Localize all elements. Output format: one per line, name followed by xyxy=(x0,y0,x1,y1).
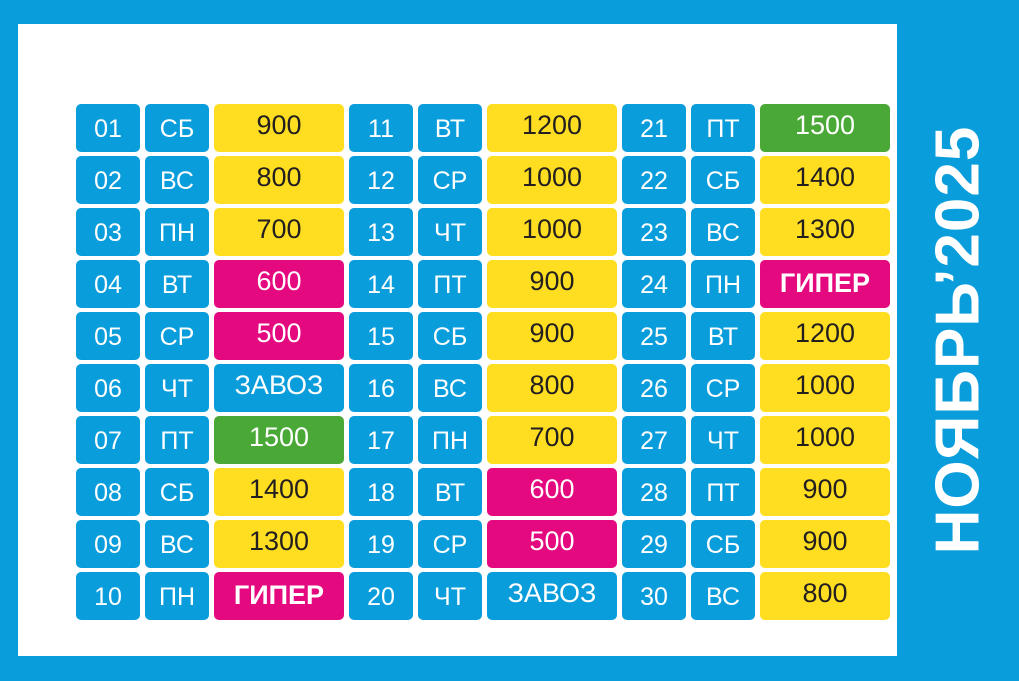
day-number: 15 xyxy=(349,312,413,360)
day-value: 1500 xyxy=(214,416,344,464)
day-number: 18 xyxy=(349,468,413,516)
day-value: 900 xyxy=(760,468,890,516)
day-number: 30 xyxy=(622,572,686,620)
day-of-week: ПН xyxy=(145,208,209,256)
day-value: 700 xyxy=(214,208,344,256)
day-number: 28 xyxy=(622,468,686,516)
day-value: 900 xyxy=(487,260,617,308)
day-value: 1000 xyxy=(760,364,890,412)
day-value: 1500 xyxy=(760,104,890,152)
day-number: 16 xyxy=(349,364,413,412)
day-number: 04 xyxy=(76,260,140,308)
day-value: 1400 xyxy=(214,468,344,516)
day-of-week: ЧТ xyxy=(418,572,482,620)
day-number: 07 xyxy=(76,416,140,464)
day-number: 24 xyxy=(622,260,686,308)
day-of-week: ПН xyxy=(145,572,209,620)
day-of-week: ПТ xyxy=(691,468,755,516)
day-number: 05 xyxy=(76,312,140,360)
calendar-grid: 01 СБ 900 11 ВТ 1200 21 ПТ 1500 02 ВС 800 12 СР 1000 22… xyxy=(76,104,890,620)
day-of-week: ВС xyxy=(691,572,755,620)
day-of-week: ВС xyxy=(691,208,755,256)
day-number: 19 xyxy=(349,520,413,568)
day-of-week: СБ xyxy=(145,104,209,152)
day-of-week: СБ xyxy=(691,520,755,568)
day-number: 20 xyxy=(349,572,413,620)
day-value: 600 xyxy=(214,260,344,308)
day-of-week: ВТ xyxy=(418,104,482,152)
day-number: 22 xyxy=(622,156,686,204)
day-value: 800 xyxy=(214,156,344,204)
day-of-week: ПТ xyxy=(145,416,209,464)
day-of-week: СР xyxy=(418,156,482,204)
calendar-card: 01 СБ 900 11 ВТ 1200 21 ПТ 1500 02 ВС 800 12 СР 1000 22… xyxy=(18,24,897,656)
day-value: 1300 xyxy=(214,520,344,568)
day-number: 21 xyxy=(622,104,686,152)
day-of-week: СР xyxy=(691,364,755,412)
day-of-week: ВС xyxy=(418,364,482,412)
day-number: 11 xyxy=(349,104,413,152)
day-value: 1200 xyxy=(487,104,617,152)
day-value: 1000 xyxy=(760,416,890,464)
day-of-week: СР xyxy=(418,520,482,568)
day-value: 1000 xyxy=(487,156,617,204)
day-value: 1400 xyxy=(760,156,890,204)
day-value: 900 xyxy=(214,104,344,152)
day-of-week: ПН xyxy=(418,416,482,464)
day-number: 02 xyxy=(76,156,140,204)
day-number: 08 xyxy=(76,468,140,516)
day-value: 800 xyxy=(487,364,617,412)
day-value: 1000 xyxy=(487,208,617,256)
day-number: 17 xyxy=(349,416,413,464)
day-number: 26 xyxy=(622,364,686,412)
day-of-week: ПТ xyxy=(691,104,755,152)
day-of-week: ВС xyxy=(145,156,209,204)
day-value: 500 xyxy=(487,520,617,568)
day-value: ГИПЕР xyxy=(760,260,890,308)
day-value: ГИПЕР xyxy=(214,572,344,620)
day-of-week: СБ xyxy=(418,312,482,360)
day-number: 03 xyxy=(76,208,140,256)
day-value: 1200 xyxy=(760,312,890,360)
day-of-week: ПТ xyxy=(418,260,482,308)
day-value: 500 xyxy=(214,312,344,360)
day-value: 1300 xyxy=(760,208,890,256)
day-of-week: ВС xyxy=(145,520,209,568)
month-title: НОЯБРЬ’2025 xyxy=(923,125,993,555)
day-number: 09 xyxy=(76,520,140,568)
day-number: 01 xyxy=(76,104,140,152)
day-value: 800 xyxy=(760,572,890,620)
day-value: 600 xyxy=(487,468,617,516)
day-value: 900 xyxy=(487,312,617,360)
day-value: ЗАВОЗ xyxy=(214,364,344,412)
day-of-week: СБ xyxy=(691,156,755,204)
day-of-week: ПН xyxy=(691,260,755,308)
day-number: 25 xyxy=(622,312,686,360)
day-of-week: ЧТ xyxy=(691,416,755,464)
day-of-week: ЧТ xyxy=(145,364,209,412)
day-of-week: СР xyxy=(145,312,209,360)
day-value: ЗАВОЗ xyxy=(487,572,617,620)
day-of-week: ВТ xyxy=(418,468,482,516)
day-number: 10 xyxy=(76,572,140,620)
day-number: 14 xyxy=(349,260,413,308)
day-of-week: ЧТ xyxy=(418,208,482,256)
day-value: 900 xyxy=(760,520,890,568)
day-value: 700 xyxy=(487,416,617,464)
day-of-week: ВТ xyxy=(145,260,209,308)
day-number: 12 xyxy=(349,156,413,204)
day-of-week: СБ xyxy=(145,468,209,516)
day-number: 23 xyxy=(622,208,686,256)
day-of-week: ВТ xyxy=(691,312,755,360)
day-number: 29 xyxy=(622,520,686,568)
day-number: 27 xyxy=(622,416,686,464)
day-number: 06 xyxy=(76,364,140,412)
day-number: 13 xyxy=(349,208,413,256)
